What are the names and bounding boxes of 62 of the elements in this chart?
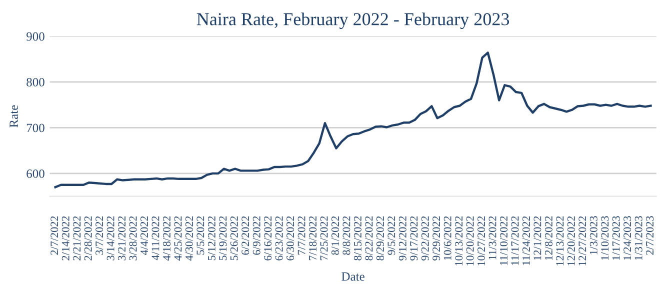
x-tick-label: 11/24/2022: [522, 216, 530, 265]
x-tick-label: 2/21/2022: [73, 216, 81, 260]
x-tick-label: 11/10/2022: [500, 216, 508, 265]
x-tick-label: 1/3/2023: [590, 216, 598, 254]
x-tick-label: 5/26/2022: [230, 216, 238, 260]
x-tick-label: 10/6/2022: [444, 216, 452, 260]
x-tick-label: 3/21/2022: [118, 216, 126, 260]
x-tick-label: 5/19/2022: [219, 216, 227, 260]
x-tick-label: 9/22/2022: [421, 216, 429, 260]
x-tick-label: 3/14/2022: [106, 216, 114, 260]
x-tick-label: 4/4/2022: [140, 216, 148, 256]
x-tick-label: 3/28/2022: [129, 216, 137, 260]
x-tick-label: 1/31/2023: [634, 216, 642, 260]
x-tick-label: 10/13/2022: [455, 216, 463, 266]
x-tick-label: 6/23/2022: [275, 216, 283, 260]
x-tick-label: 12/1/2022: [534, 216, 542, 260]
x-tick-label: 12/13/2022: [556, 216, 564, 266]
y-tick-label: 900: [26, 32, 44, 41]
y-tick-label: 700: [26, 124, 44, 132]
x-tick-label: 9/12/2022: [398, 216, 406, 260]
x-axis-title: Date: [342, 272, 364, 281]
x-tick-label: 8/22/2022: [365, 216, 373, 260]
x-tick-label: 6/16/2022: [264, 216, 272, 260]
x-tick-label: 6/30/2022: [286, 216, 294, 260]
x-tick-label: 9/5/2022: [388, 216, 396, 255]
chart-title: Naira Rate, February 2022 - February 2023: [196, 12, 510, 30]
x-tick-label: 2/7/2022: [50, 216, 58, 255]
x-tick-label: 3/7/2022: [96, 216, 104, 255]
x-tick-label: 1/17/2023: [612, 216, 620, 260]
x-tick-label: 6/2/2022: [242, 216, 250, 255]
x-tick-label: 11/3/2022: [488, 216, 496, 260]
x-tick-label: 2/28/2022: [84, 216, 92, 260]
x-tick-label: 9/29/2022: [432, 216, 440, 260]
x-tick-label: 7/18/2022: [309, 216, 317, 260]
y-tick-label: 800: [26, 78, 44, 86]
x-tick-label: 7/7/2022: [298, 216, 306, 255]
y-axis-title: Rate: [10, 105, 18, 128]
line-series: [54, 52, 652, 188]
x-tick-label: 8/8/2022: [342, 216, 350, 255]
y-tick-label: 600: [26, 169, 44, 178]
x-tick-label: 4/30/2022: [185, 216, 193, 261]
x-tick-label: 6/9/2022: [252, 216, 260, 255]
x-tick-label: 1/10/2023: [601, 216, 609, 260]
x-tick-label: 10/20/2022: [466, 216, 474, 266]
x-tick-label: 12/20/2022: [567, 216, 575, 266]
x-tick-label: 8/29/2022: [376, 216, 384, 260]
x-tick-label: 4/11/2022: [152, 216, 160, 260]
x-tick-label: 8/1/2022: [331, 216, 339, 255]
x-tick-label: 1/24/2023: [624, 216, 632, 260]
x-tick-label: 8/15/2022: [354, 216, 362, 260]
x-tick-label: 9/17/2022: [410, 216, 418, 260]
x-tick-label: 5/12/2022: [208, 216, 216, 260]
x-tick-label: 4/18/2022: [162, 216, 170, 261]
x-tick-label: 10/27/2022: [478, 216, 486, 266]
x-tick-label: 12/8/2022: [544, 216, 552, 260]
x-tick-label: 4/25/2022: [174, 216, 182, 261]
x-tick-label: 7/25/2022: [320, 216, 328, 260]
x-tick-label: 11/17/2022: [511, 216, 519, 265]
x-tick-label: 5/5/2022: [196, 216, 204, 255]
x-tick-label: 2/14/2022: [62, 216, 70, 260]
x-tick-label: 12/27/2022: [578, 216, 586, 266]
x-tick-label: 2/7/2023: [646, 216, 654, 255]
